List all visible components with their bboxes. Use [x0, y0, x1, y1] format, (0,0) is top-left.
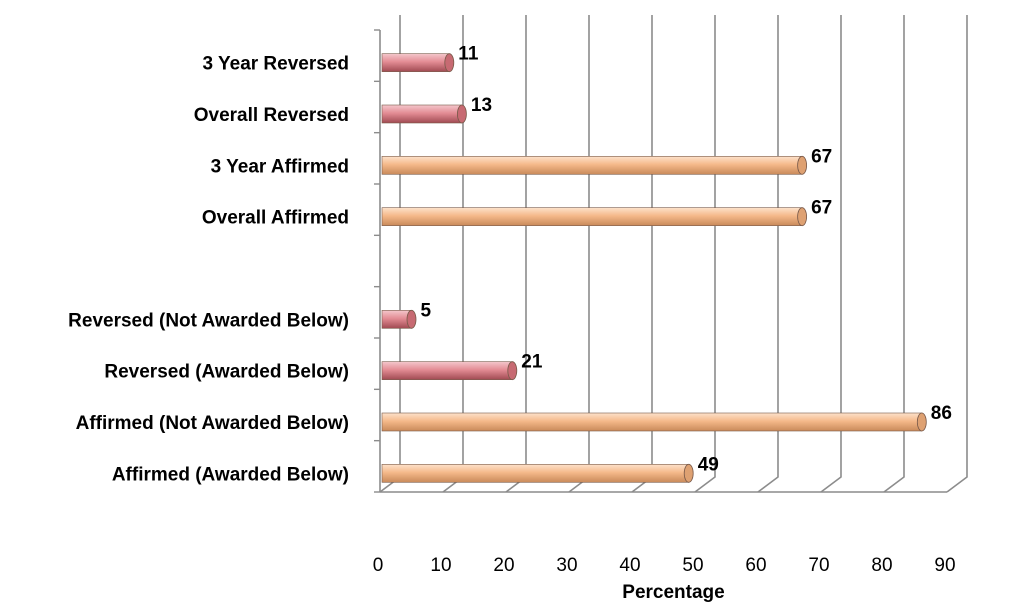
axes — [374, 15, 947, 493]
bar-cap — [797, 207, 807, 227]
bar-body — [381, 104, 463, 124]
gridlines — [442, 15, 968, 493]
bar-body — [381, 207, 803, 226]
gridline — [946, 15, 968, 493]
x-tick-label: 50 — [682, 555, 703, 576]
bar-cap — [444, 53, 455, 73]
bar — [381, 309, 417, 329]
bar-body — [381, 361, 513, 380]
x-tick-label: 70 — [808, 555, 829, 576]
bar — [381, 104, 467, 124]
data-label: 67 — [811, 146, 832, 167]
category-label: Affirmed (Awarded Below) — [112, 464, 349, 485]
category-label: Affirmed (Not Awarded Below) — [76, 413, 349, 434]
bar-cap — [507, 361, 518, 381]
x-tick-label: 80 — [871, 555, 892, 576]
x-tick-label: 40 — [619, 555, 640, 576]
bar — [381, 53, 455, 73]
x-tick-label: 20 — [493, 555, 514, 576]
bar — [381, 207, 807, 227]
category-label: Reversed (Not Awarded Below) — [68, 310, 349, 331]
category-label: Reversed (Awarded Below) — [104, 362, 349, 383]
bar-body — [381, 464, 690, 483]
gridline — [883, 15, 905, 493]
data-label: 49 — [698, 454, 719, 475]
category-label: 3 Year Reversed — [203, 54, 350, 75]
category-label: Overall Affirmed — [202, 208, 349, 229]
bar-body — [381, 412, 923, 432]
gridline — [820, 15, 842, 493]
bar-cap — [683, 463, 694, 483]
bar-cap — [456, 104, 467, 124]
bar-cap — [797, 155, 807, 175]
x-tick-label: 0 — [373, 555, 384, 576]
data-label: 5 — [421, 300, 432, 321]
data-label: 67 — [811, 198, 832, 219]
bar-body — [381, 156, 803, 175]
x-tick-label: 90 — [934, 555, 955, 576]
category-label: Overall Reversed — [194, 105, 349, 126]
bar-body — [381, 53, 450, 72]
x-axis-title: Percentage — [622, 582, 724, 603]
category-label: 3 Year Affirmed — [211, 156, 349, 177]
x-tick-label: 10 — [430, 555, 451, 576]
data-label: 21 — [521, 352, 543, 373]
bar-cap — [406, 309, 417, 329]
bars — [381, 53, 927, 483]
bar — [381, 361, 518, 381]
data-label: 11 — [458, 44, 479, 65]
bar — [381, 412, 927, 432]
bar — [381, 463, 694, 483]
x-tick-label: 30 — [556, 555, 577, 576]
data-label: 13 — [471, 95, 492, 116]
x-tick-label: 60 — [745, 555, 766, 576]
labels: 0 10 20 30 40 50 60 70 80 90 3 Year Reversed 11 Over… — [68, 44, 955, 576]
bar — [381, 155, 807, 175]
bar-cap — [916, 412, 927, 432]
data-label: 86 — [931, 403, 952, 424]
